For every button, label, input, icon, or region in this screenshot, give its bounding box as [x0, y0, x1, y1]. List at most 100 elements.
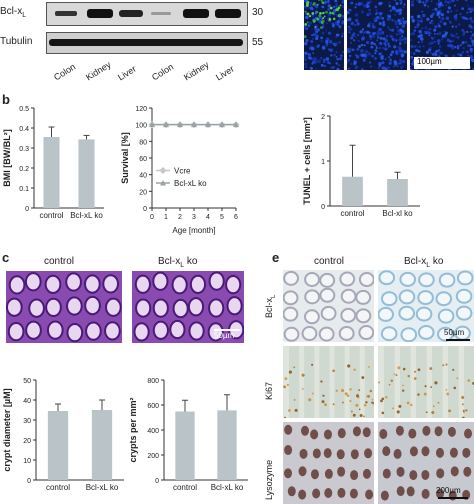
cell-blob — [375, 44, 377, 47]
cell-blob — [369, 0, 372, 3]
cell-blob — [326, 61, 330, 64]
y-tick-label: 400 — [147, 428, 159, 435]
cell-blob — [397, 45, 401, 50]
cell-blob — [416, 45, 419, 48]
cell-blob — [350, 36, 354, 40]
cell-blob — [399, 18, 403, 22]
cell-blob — [362, 33, 365, 36]
cell-blob — [304, 51, 308, 55]
cell-blob — [347, 60, 349, 64]
cell-blob — [435, 2, 439, 6]
crypt — [188, 321, 205, 341]
crypt — [438, 272, 456, 288]
cell-blob — [466, 30, 469, 34]
row-label-lysozyme: Lysozyme — [264, 459, 274, 500]
cell-blob — [305, 15, 309, 20]
cell-blob — [424, 26, 428, 29]
cell-blob — [301, 387, 304, 390]
cell-blob — [453, 386, 457, 390]
cell-blob — [368, 365, 370, 368]
crypt — [283, 326, 300, 342]
x-tick-label: control — [340, 209, 364, 218]
cell-blob — [470, 50, 473, 53]
crypt — [378, 306, 394, 322]
cell-blob — [304, 41, 308, 46]
crypt — [320, 305, 337, 321]
he-image-ko: 50µm — [132, 271, 244, 343]
cell-blob — [467, 54, 470, 57]
crypt-diameter-chart: 0 10 20 30 40 50 control Bcl-xL ko crypt diamete… — [2, 378, 124, 492]
cell-blob — [309, 6, 314, 10]
cell-blob — [461, 28, 465, 32]
cell-blob — [457, 52, 461, 56]
crypt — [283, 270, 299, 286]
crypt — [152, 271, 169, 291]
cell-blob — [340, 54, 343, 57]
crypt — [437, 308, 455, 324]
cell-blob — [337, 6, 341, 10]
cell-blob — [350, 21, 355, 26]
survival-chart: 0 20 40 60 80 100 120 0 1 2 3 4 5 6 Vcre Bcl-xL ko Survi… — [120, 106, 240, 235]
cell-blob — [341, 20, 344, 24]
fluorescence-image-1 — [304, 0, 344, 70]
ihc-lysozyme-control — [283, 422, 374, 504]
cell-blob — [456, 35, 460, 40]
cell-blob — [338, 17, 342, 21]
cell-blob — [399, 52, 402, 55]
cell-blob — [355, 36, 357, 39]
cell-blob — [440, 3, 443, 6]
crypt — [355, 289, 372, 305]
cell-blob — [455, 32, 458, 35]
cell-blob — [325, 40, 329, 44]
cell-blob — [395, 33, 399, 36]
cell-blob — [417, 41, 420, 44]
cell-blob — [312, 60, 316, 64]
crypt — [226, 296, 243, 316]
cell-blob — [325, 42, 329, 46]
cell-blob — [321, 46, 326, 50]
cell-blob — [461, 396, 465, 399]
crypt — [358, 272, 374, 287]
cell-blob — [367, 394, 371, 398]
cell-blob — [332, 369, 335, 373]
x-tick-label: 0 — [150, 214, 154, 221]
cell-blob — [369, 37, 373, 41]
cell-blob — [320, 380, 323, 383]
cell-blob — [361, 37, 365, 41]
cell-blob — [321, 5, 325, 9]
cell-blob — [355, 55, 360, 59]
cell-blob — [389, 9, 392, 12]
cell-blob — [453, 4, 456, 7]
data-point — [163, 121, 169, 128]
cell-blob — [443, 33, 447, 37]
cell-blob — [417, 14, 421, 18]
cell-blob — [338, 57, 343, 61]
cell-blob — [363, 415, 365, 418]
cell-blob — [390, 28, 395, 32]
cell-blob — [350, 41, 353, 44]
cell-blob — [311, 392, 314, 395]
cell-blob — [318, 0, 320, 1]
villus — [464, 346, 474, 418]
cell-blob — [444, 36, 448, 39]
scale-label: 50µm — [444, 328, 465, 337]
cell-blob — [377, 67, 380, 69]
cell-blob — [333, 53, 337, 57]
cell-blob — [393, 62, 398, 66]
cell-blob — [405, 20, 407, 23]
crypt — [283, 306, 299, 322]
cell-blob — [378, 52, 382, 56]
cell-blob — [462, 409, 465, 412]
lane-label: Kidney — [182, 59, 211, 83]
y-tick-label: 0 — [155, 478, 159, 485]
x-tick-label: control — [173, 483, 197, 492]
cell-blob — [423, 30, 427, 33]
cell-blob — [379, 36, 383, 40]
cell-blob — [431, 8, 434, 11]
cell-blob — [462, 403, 464, 406]
cell-blob — [422, 45, 425, 48]
cell-blob — [315, 36, 319, 41]
crypt — [84, 295, 101, 316]
crypt — [134, 274, 151, 294]
cell-blob — [428, 43, 431, 46]
